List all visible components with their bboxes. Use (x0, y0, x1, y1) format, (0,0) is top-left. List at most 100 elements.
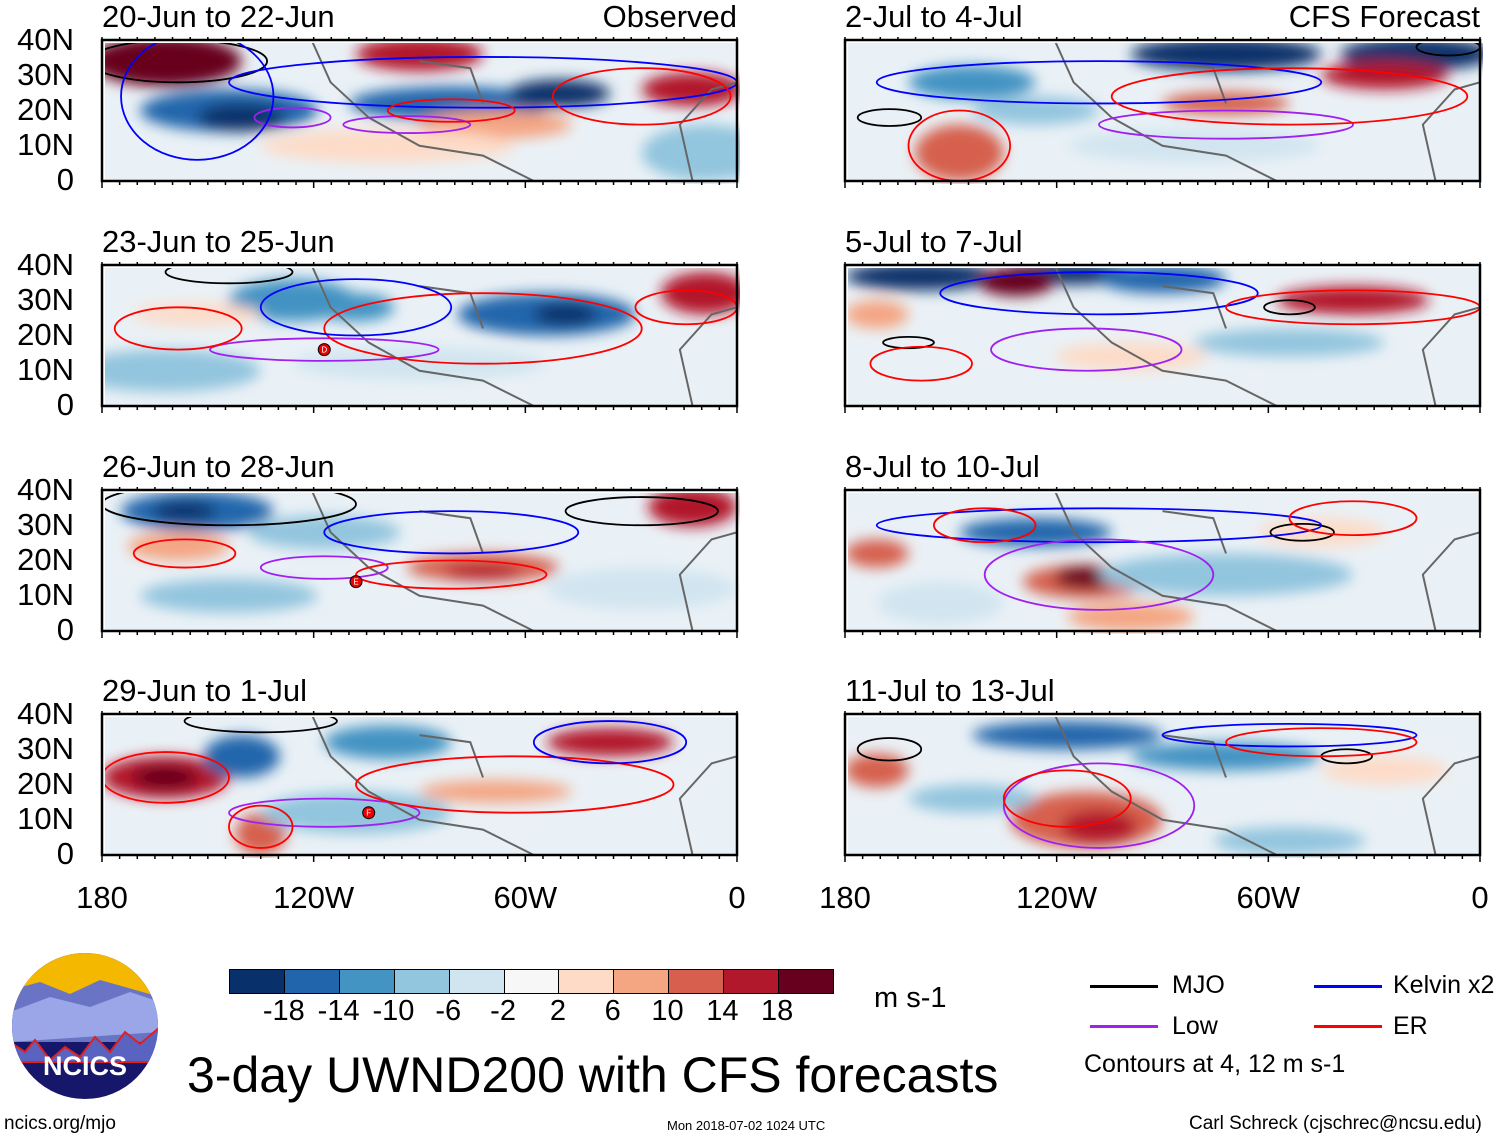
wave-contour (183, 717, 338, 734)
colorbar-tick-label: 6 (604, 995, 621, 1027)
colorbar-swatch (503, 970, 559, 993)
wind-anomaly-region (848, 300, 909, 329)
y-axis-label: 40N (17, 696, 74, 731)
storm-marker-label: E (353, 578, 358, 587)
map-panel (100, 37, 740, 188)
panel-title: 8-Jul to 10-Jul (845, 449, 1040, 484)
wave-contour (532, 720, 688, 765)
wind-anomaly-region (444, 564, 522, 579)
legend-er-label: ER (1393, 1012, 1428, 1040)
y-axis-label: 10N (17, 801, 74, 836)
panel-title: 20-Jun to 22-Jun (102, 0, 335, 34)
wind-anomaly-region (1067, 128, 1322, 163)
wind-anomaly-region (203, 735, 280, 778)
wave-contour (551, 67, 732, 126)
coastline (1162, 510, 1481, 632)
map-panel (843, 711, 1482, 862)
y-axis-label: 10N (17, 577, 74, 612)
y-axis-label: 20N (17, 317, 74, 352)
wave-contour (253, 106, 332, 129)
y-axis-label: 0 (56, 836, 74, 871)
y-axis-label: 20N (17, 542, 74, 577)
wind-anomaly-region (1321, 61, 1449, 90)
wave-contour (132, 538, 237, 569)
colorbar (229, 969, 834, 994)
storm-marker-icon (362, 806, 376, 820)
contour-note: Contours at 4, 12 m s-1 (1084, 1050, 1346, 1078)
coastline (1162, 60, 1481, 182)
wind-anomaly-region (1099, 268, 1226, 294)
footer-url[interactable]: ncics.org/mjo (4, 1113, 116, 1134)
legend-low-label: Low (1172, 1012, 1218, 1040)
wind-anomaly-region (1067, 602, 1195, 631)
wave-contour (1263, 299, 1316, 316)
wind-anomaly-region (908, 784, 1036, 813)
legend-mjo-label: MJO (1172, 971, 1225, 999)
colorbar-swatch (283, 970, 339, 993)
legend-kelvin-line (1314, 985, 1382, 988)
panel-tag: CFS Forecast (1288, 0, 1480, 34)
wind-anomaly-region (914, 124, 1004, 181)
wave-contour (228, 804, 294, 849)
colorbar-units: m s-1 (874, 982, 947, 1014)
colorbar-swatch (230, 970, 284, 993)
wind-anomaly-region (978, 268, 1055, 297)
colorbar-tick-label: 14 (706, 995, 739, 1027)
wind-anomaly-region (235, 812, 287, 855)
colorbar-tick-label: 10 (651, 995, 684, 1027)
storm-marker-label: D (321, 346, 327, 355)
x-axis-label: 120W (1016, 880, 1098, 915)
coastline (1054, 268, 1278, 407)
wave-contour (875, 60, 1323, 105)
wind-anomaly-region (140, 578, 318, 613)
wind-anomaly-region (1054, 342, 1207, 371)
y-axis-label: 40N (17, 472, 74, 507)
wave-contour (875, 507, 1323, 544)
colorbar-swatch (778, 970, 833, 993)
wave-contour (228, 797, 421, 828)
panel-title: 2-Jul to 4-Jul (845, 0, 1023, 34)
wave-contour (882, 336, 935, 350)
wave-contour (932, 507, 1037, 544)
panel-tag: Observed (602, 0, 737, 34)
colorbar-tick-label: -6 (435, 995, 462, 1027)
wave-contour (1288, 500, 1418, 537)
colorbar-tick-label: -14 (317, 995, 360, 1027)
wind-anomaly-region (546, 567, 737, 610)
colorbar-swatch (613, 970, 669, 993)
wave-contour (869, 345, 973, 382)
wave-contour (856, 737, 923, 762)
colorbar-tick-label: 18 (761, 995, 794, 1027)
map-panel (843, 487, 1482, 638)
y-axis-label: 40N (17, 22, 74, 57)
wave-contour (1225, 727, 1418, 758)
y-axis-label: 30N (17, 507, 74, 542)
wind-anomaly-region (127, 532, 229, 561)
y-axis-label: 30N (17, 57, 74, 92)
footer-timestamp: Mon 2018-07-02 1024 UTC (667, 1118, 826, 1133)
storm-marker-icon (349, 575, 363, 589)
coastline (1162, 285, 1481, 407)
wind-anomaly-region (533, 303, 598, 326)
wave-contour (342, 115, 472, 134)
wind-anomaly-region (660, 272, 740, 315)
y-axis-label: 0 (56, 387, 74, 422)
wind-anomaly-region (1213, 826, 1366, 855)
wave-contour (105, 493, 357, 527)
panel-title: 23-Jun to 25-Jun (102, 224, 335, 259)
wave-contour (1002, 762, 1196, 849)
colorbar-tick-label: 2 (549, 995, 566, 1027)
panel-title: 11-Jul to 13-Jul (845, 673, 1055, 708)
wave-contour (983, 538, 1215, 611)
wind-anomaly-region (508, 79, 610, 108)
y-axis-label: 30N (17, 282, 74, 317)
map-panel: E (100, 487, 739, 638)
y-axis-label: 20N (17, 92, 74, 127)
wind-anomaly-region (1130, 43, 1322, 72)
colorbar-tick-label: -10 (372, 995, 415, 1027)
wind-anomaly-region (908, 65, 1036, 100)
colorbar-swatch (668, 970, 724, 993)
wind-anomaly-region (260, 128, 515, 163)
wind-anomaly-region (1099, 553, 1353, 596)
wind-anomaly-region (648, 493, 737, 527)
